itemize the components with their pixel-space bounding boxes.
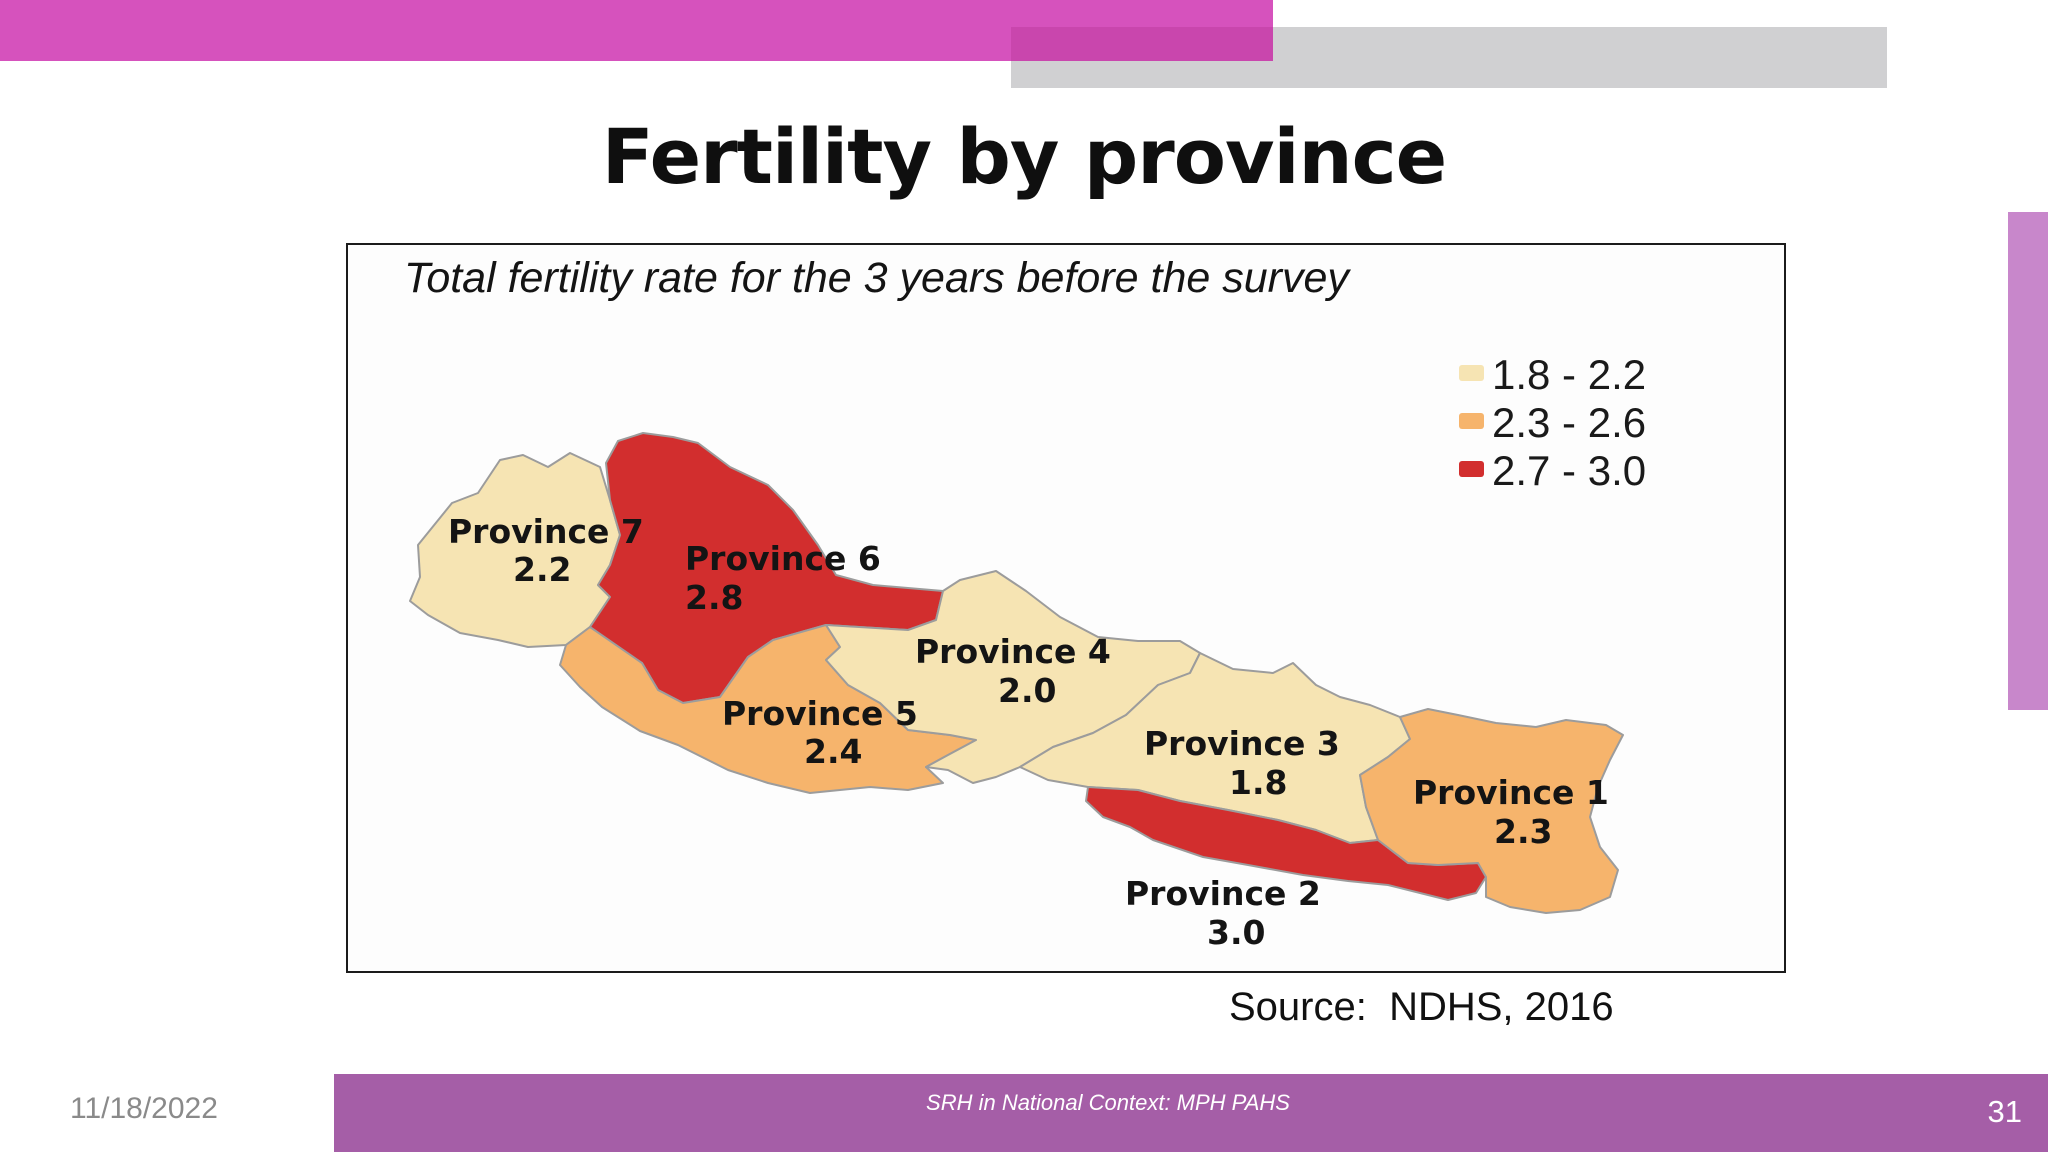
- legend-label-low: 1.8 - 2.2: [1492, 351, 1646, 398]
- source-caption: Source: NDHS, 2016: [1229, 985, 1614, 1029]
- province-3-value: 1.8: [1229, 763, 1287, 802]
- footer-bar: SRH in National Context: MPH PAHS 31: [334, 1074, 2048, 1152]
- legend-swatch-mid: [1459, 413, 1484, 429]
- legend-label-high: 2.7 - 3.0: [1492, 447, 1646, 494]
- province-1-region: [1359, 708, 1624, 914]
- province-2-region: [1085, 786, 1487, 901]
- province-1-name: Province 1: [1413, 773, 1609, 812]
- province-map: Total fertility rate for the 3 years bef…: [404, 254, 1646, 952]
- province-2-name: Province 2: [1125, 874, 1321, 913]
- page-number: 31: [1987, 1094, 2022, 1129]
- province-1-value: 2.3: [1494, 812, 1552, 851]
- decor-bar-overlap: [1011, 27, 1273, 61]
- province-6-name: Province 6: [685, 539, 881, 578]
- map-title: Total fertility rate for the 3 years bef…: [404, 254, 1351, 302]
- province-4-value: 2.0: [998, 671, 1056, 710]
- slide-date: 11/18/2022: [70, 1092, 218, 1125]
- province-5-value: 2.4: [804, 732, 862, 771]
- slide-title: Fertility by province: [601, 112, 1447, 201]
- province-4-name: Province 4: [915, 632, 1111, 671]
- legend-label-mid: 2.3 - 2.6: [1492, 399, 1646, 446]
- province-7-name: Province 7: [448, 512, 644, 551]
- legend-swatch-low: [1459, 365, 1484, 381]
- decor-side-bar: [2008, 212, 2048, 710]
- province-5-name: Province 5: [722, 694, 918, 733]
- province-6-value: 2.8: [685, 578, 743, 617]
- province-3-name: Province 3: [1144, 724, 1340, 763]
- province-7-value: 2.2: [513, 550, 571, 589]
- map-figure: Total fertility rate for the 3 years bef…: [346, 243, 1786, 973]
- legend-swatch-high: [1459, 461, 1484, 477]
- footer-text: SRH in National Context: MPH PAHS: [926, 1090, 1290, 1115]
- province-2-value: 3.0: [1207, 913, 1265, 952]
